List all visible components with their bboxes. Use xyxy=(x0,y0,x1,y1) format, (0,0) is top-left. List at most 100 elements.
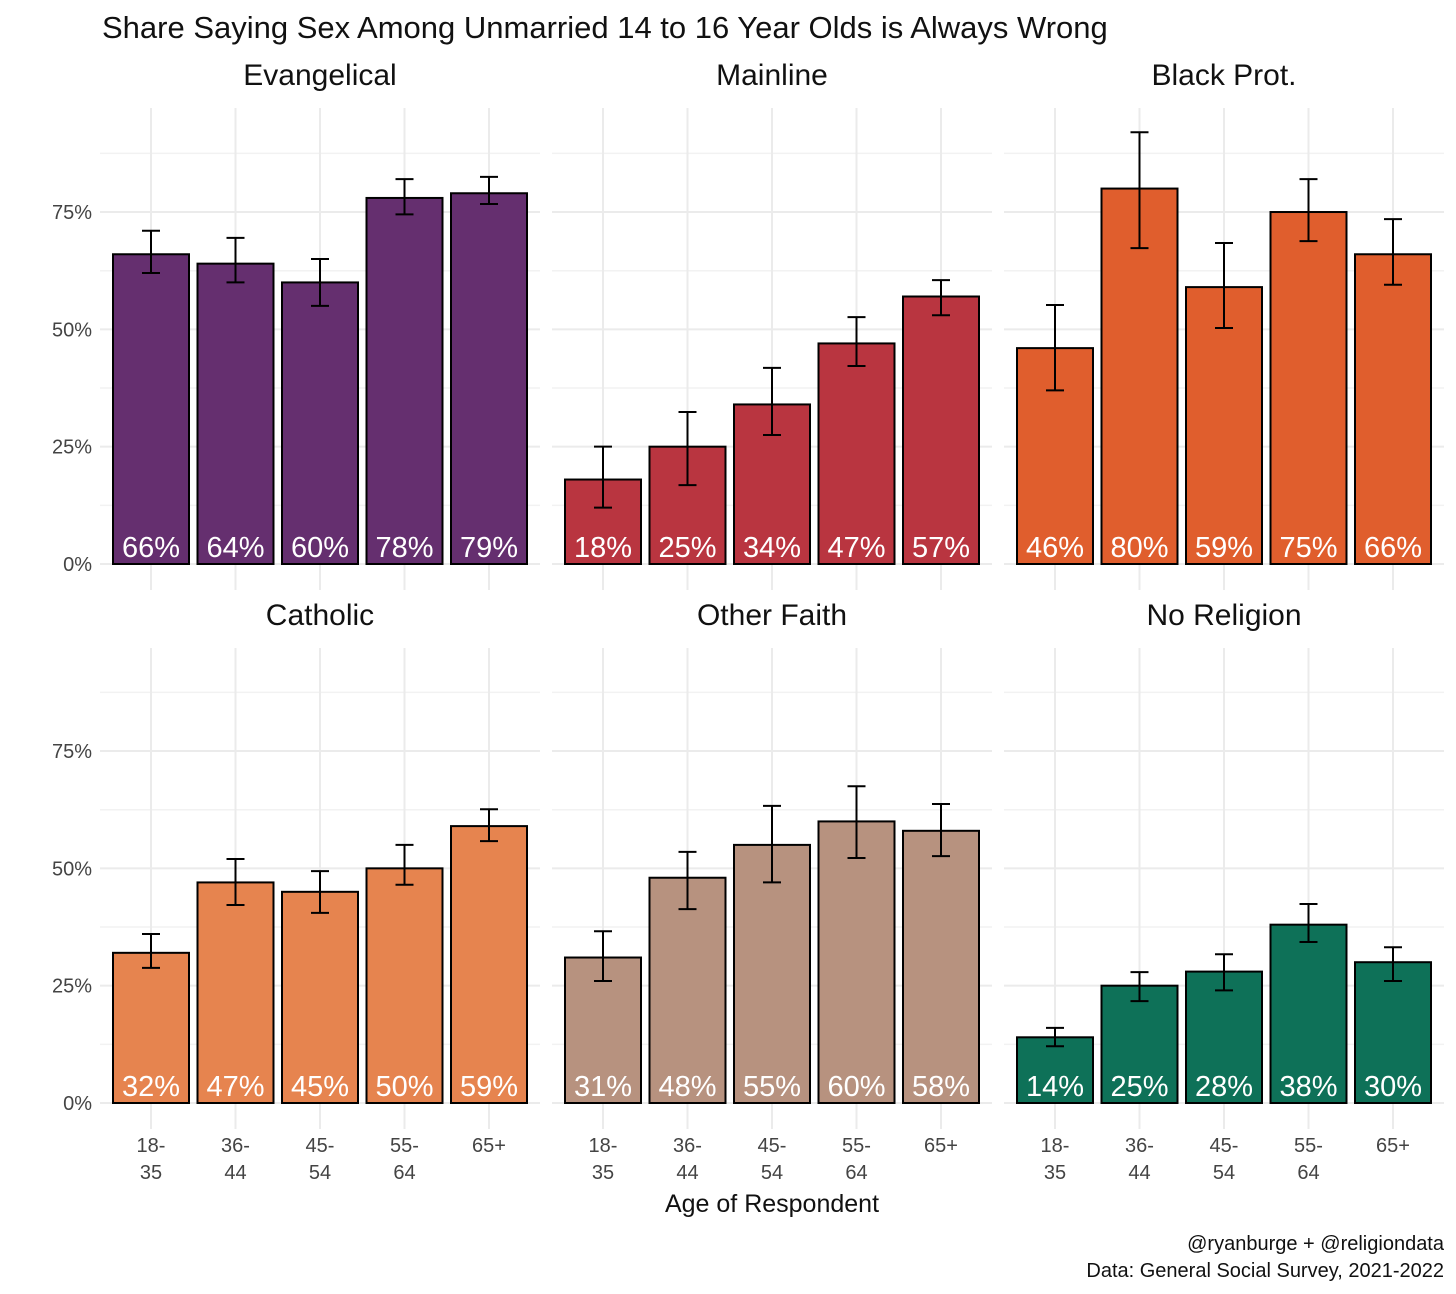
x-tick-label: 45- xyxy=(306,1135,335,1157)
y-tick-label: 0% xyxy=(63,554,92,576)
x-tick-label-line2: 44 xyxy=(224,1162,246,1184)
data-label: 59% xyxy=(460,1071,518,1103)
x-tick-label-line2: 35 xyxy=(140,1162,162,1184)
data-label: 31% xyxy=(574,1071,632,1103)
x-tick-label-line2: 64 xyxy=(845,1162,867,1184)
panel-catholic: Catholic 0% 25% 50% 75% 32% 18- 35 47% 36- 44 45% 45… xyxy=(52,599,540,1184)
data-label: 45% xyxy=(291,1071,349,1103)
bar xyxy=(1354,961,1432,1105)
facet-title: No Religion xyxy=(1146,599,1301,632)
bar xyxy=(112,951,190,1104)
data-label: 18% xyxy=(574,532,632,564)
data-label: 57% xyxy=(912,532,970,564)
data-label: 50% xyxy=(375,1071,433,1103)
x-tick-label-line2: 35 xyxy=(592,1162,614,1184)
panel-no-religion: No Religion 14% 18- 35 25% 36- 44 28% 45- 54 38% 55… xyxy=(1004,599,1444,1184)
data-label: 66% xyxy=(122,532,180,564)
bar xyxy=(365,196,444,565)
bar xyxy=(902,829,980,1105)
bar xyxy=(196,262,275,565)
y-tick-label: 50% xyxy=(52,319,92,341)
x-tick-label: 55- xyxy=(842,1135,871,1157)
x-tick-label-line2: 54 xyxy=(1213,1162,1235,1184)
x-tick-label-line2: 64 xyxy=(1297,1162,1319,1184)
data-label: 25% xyxy=(1110,1071,1168,1103)
x-tick-label-line2: 44 xyxy=(676,1162,698,1184)
x-tick-label: 18- xyxy=(589,1135,618,1157)
data-label: 78% xyxy=(375,532,433,564)
x-tick-label: 55- xyxy=(390,1135,419,1157)
data-label: 34% xyxy=(743,532,801,564)
bar xyxy=(817,820,896,1104)
x-tick-label: 36- xyxy=(1125,1135,1154,1157)
panel-black-prot-: Black Prot. 46% 80% 59% 75% 66% xyxy=(1004,59,1444,590)
data-label: 47% xyxy=(206,1071,264,1103)
x-tick-label: 36- xyxy=(221,1135,250,1157)
x-tick-label-line2: 35 xyxy=(1044,1162,1066,1184)
data-label: 79% xyxy=(460,532,518,564)
chart-title: Share Saying Sex Among Unmarried 14 to 1… xyxy=(102,10,1108,45)
data-label: 48% xyxy=(658,1071,716,1103)
x-tick-label: 36- xyxy=(673,1135,702,1157)
panel-other-faith: Other Faith 31% 18- 35 48% 36- 44 55% 45- 54 60% 55… xyxy=(552,599,992,1184)
data-label: 80% xyxy=(1110,532,1168,564)
x-tick-label: 18- xyxy=(137,1135,166,1157)
facet-title: Evangelical xyxy=(243,59,396,92)
data-label: 38% xyxy=(1279,1071,1337,1103)
bar xyxy=(281,281,359,565)
x-tick-label-line2: 54 xyxy=(761,1162,783,1184)
panel-mainline: Mainline 18% 25% 34% 47% 57% xyxy=(552,59,992,590)
caption-source: Data: General Social Survey, 2021-2022 xyxy=(1086,1260,1444,1282)
bar xyxy=(450,192,528,566)
bar xyxy=(365,867,444,1104)
data-label: 14% xyxy=(1026,1071,1084,1103)
data-label: 32% xyxy=(122,1071,180,1103)
data-label: 60% xyxy=(291,532,349,564)
data-label: 25% xyxy=(658,532,716,564)
bar xyxy=(648,876,727,1105)
bar xyxy=(1269,923,1348,1105)
facet-title: Mainline xyxy=(716,59,828,92)
x-tick-label-line2: 44 xyxy=(1128,1162,1150,1184)
x-axis-title: Age of Respondent xyxy=(665,1190,879,1218)
x-tick-label-line2: 54 xyxy=(309,1162,331,1184)
facet-title: Black Prot. xyxy=(1151,59,1296,92)
x-tick-label: 65+ xyxy=(1376,1135,1410,1157)
bar xyxy=(196,881,275,1105)
y-tick-label: 25% xyxy=(52,976,92,998)
y-tick-label: 0% xyxy=(63,1093,92,1115)
bar xyxy=(112,253,190,565)
data-label: 28% xyxy=(1195,1071,1253,1103)
x-tick-label: 55- xyxy=(1294,1135,1323,1157)
y-tick-label: 50% xyxy=(52,858,92,880)
data-label: 46% xyxy=(1026,532,1084,564)
x-tick-label: 65+ xyxy=(472,1135,506,1157)
y-tick-label: 75% xyxy=(52,741,92,763)
y-tick-label: 25% xyxy=(52,437,92,459)
facet-title: Other Faith xyxy=(697,599,847,632)
data-label: 59% xyxy=(1195,532,1253,564)
data-label: 47% xyxy=(827,532,885,564)
bar xyxy=(281,890,359,1104)
bar xyxy=(1354,253,1432,565)
bar xyxy=(1185,970,1263,1105)
y-tick-label: 75% xyxy=(52,202,92,224)
bar xyxy=(817,342,896,565)
bar xyxy=(1100,187,1179,565)
bar xyxy=(902,295,980,565)
x-tick-label: 18- xyxy=(1041,1135,1070,1157)
caption-credit: @ryanburge + @religiondata xyxy=(1187,1233,1445,1255)
x-tick-label: 65+ xyxy=(924,1135,958,1157)
bar xyxy=(450,825,528,1104)
bar xyxy=(1269,211,1348,565)
data-label: 55% xyxy=(743,1071,801,1103)
facet-title: Catholic xyxy=(266,599,374,632)
data-label: 66% xyxy=(1364,532,1422,564)
data-label: 58% xyxy=(912,1071,970,1103)
x-tick-label-line2: 64 xyxy=(393,1162,415,1184)
bar xyxy=(1100,984,1179,1104)
data-label: 30% xyxy=(1364,1071,1422,1103)
bar xyxy=(733,843,811,1104)
data-label: 64% xyxy=(206,532,264,564)
